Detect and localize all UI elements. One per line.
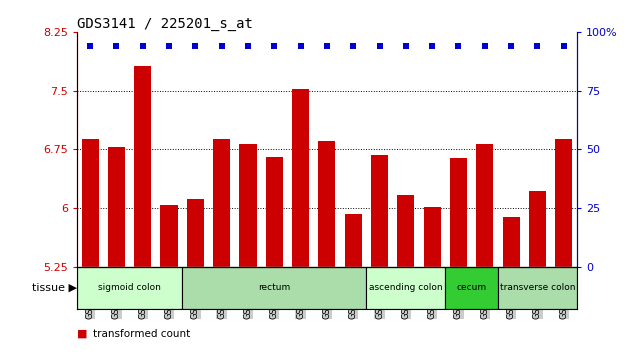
Bar <box>77 267 182 309</box>
Point <box>558 43 569 49</box>
Bar <box>450 158 467 267</box>
Text: ascending colon: ascending colon <box>369 284 443 292</box>
Point <box>269 43 279 49</box>
Point <box>401 43 411 49</box>
Bar <box>292 89 309 267</box>
Bar <box>319 141 335 267</box>
Bar <box>555 139 572 267</box>
Point <box>296 43 306 49</box>
Bar <box>367 267 445 309</box>
Point <box>85 43 96 49</box>
Bar <box>476 144 494 267</box>
Point <box>506 43 516 49</box>
Bar <box>498 267 577 309</box>
Bar <box>424 207 441 267</box>
Point <box>322 43 332 49</box>
Point <box>138 43 148 49</box>
Bar <box>371 155 388 267</box>
Bar <box>108 147 125 267</box>
Point <box>479 43 490 49</box>
Bar <box>529 191 546 267</box>
Point <box>532 43 542 49</box>
Bar <box>182 267 367 309</box>
Point <box>348 43 358 49</box>
Bar <box>345 214 362 267</box>
Point <box>374 43 385 49</box>
Text: tissue ▶: tissue ▶ <box>32 283 77 293</box>
Point <box>190 43 201 49</box>
Bar <box>503 217 520 267</box>
Bar <box>160 205 178 267</box>
Point <box>164 43 174 49</box>
Bar <box>397 195 414 267</box>
Point <box>427 43 437 49</box>
Bar <box>81 139 99 267</box>
Text: ■: ■ <box>77 329 91 339</box>
Bar <box>266 157 283 267</box>
Bar <box>445 267 498 309</box>
Text: sigmoid colon: sigmoid colon <box>98 284 161 292</box>
Point <box>243 43 253 49</box>
Text: transverse colon: transverse colon <box>500 284 575 292</box>
Text: GDS3141 / 225201_s_at: GDS3141 / 225201_s_at <box>77 17 253 31</box>
Point <box>112 43 122 49</box>
Text: cecum: cecum <box>456 284 487 292</box>
Text: rectum: rectum <box>258 284 290 292</box>
Text: transformed count: transformed count <box>93 329 190 339</box>
Bar <box>239 144 256 267</box>
Point <box>453 43 463 49</box>
Point <box>217 43 227 49</box>
Bar <box>213 139 230 267</box>
Bar <box>187 199 204 267</box>
Bar <box>134 65 151 267</box>
